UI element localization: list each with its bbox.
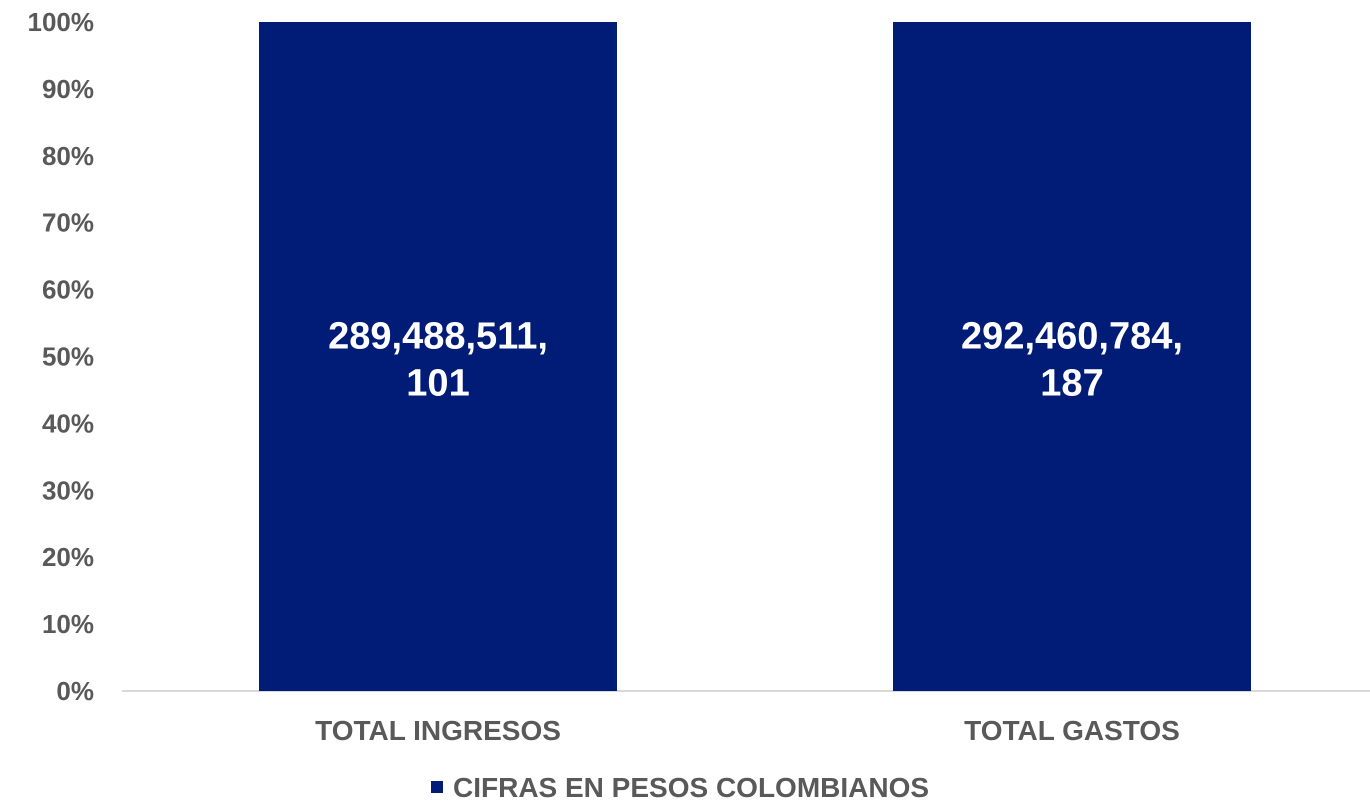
bar-data-label-line: 101 bbox=[406, 363, 469, 405]
y-axis-ticks: 0% 10% 20% 30% 40% 50% 60% 70% 80% 90% 100% bbox=[28, 7, 95, 706]
data-labels: 289,488,511, 101 292,460,784, 187 bbox=[328, 316, 1183, 405]
bar-data-label-line: 289,488,511, bbox=[328, 316, 548, 358]
bar-data-label: 292,460,784, 187 bbox=[961, 316, 1183, 405]
legend-label: CIFRAS EN PESOS COLOMBIANOS bbox=[453, 772, 929, 803]
y-tick-label: 60% bbox=[42, 275, 94, 305]
y-tick-label: 10% bbox=[42, 609, 94, 639]
y-tick-label: 70% bbox=[42, 208, 94, 238]
category-labels: TOTAL INGRESOS TOTAL GASTOS bbox=[315, 715, 1180, 746]
bar-data-label-line: 292,460,784, bbox=[961, 316, 1183, 358]
y-tick-label: 20% bbox=[42, 542, 94, 572]
y-tick-label: 40% bbox=[42, 408, 94, 438]
legend: CIFRAS EN PESOS COLOMBIANOS bbox=[431, 772, 929, 803]
bar bbox=[893, 22, 1251, 691]
y-tick-label: 30% bbox=[42, 475, 94, 505]
x-category-label: TOTAL INGRESOS bbox=[315, 715, 561, 746]
x-category-label: TOTAL GASTOS bbox=[964, 715, 1180, 746]
legend-swatch bbox=[431, 781, 443, 793]
bar bbox=[259, 22, 617, 691]
y-tick-label: 90% bbox=[42, 74, 94, 104]
y-tick-label: 100% bbox=[28, 7, 95, 37]
y-tick-label: 80% bbox=[42, 141, 94, 171]
bar-data-label: 289,488,511, 101 bbox=[328, 316, 548, 405]
bars bbox=[259, 22, 1251, 691]
y-tick-label: 0% bbox=[56, 676, 94, 706]
y-tick-label: 50% bbox=[42, 342, 94, 372]
bar-data-label-line: 187 bbox=[1040, 363, 1103, 405]
